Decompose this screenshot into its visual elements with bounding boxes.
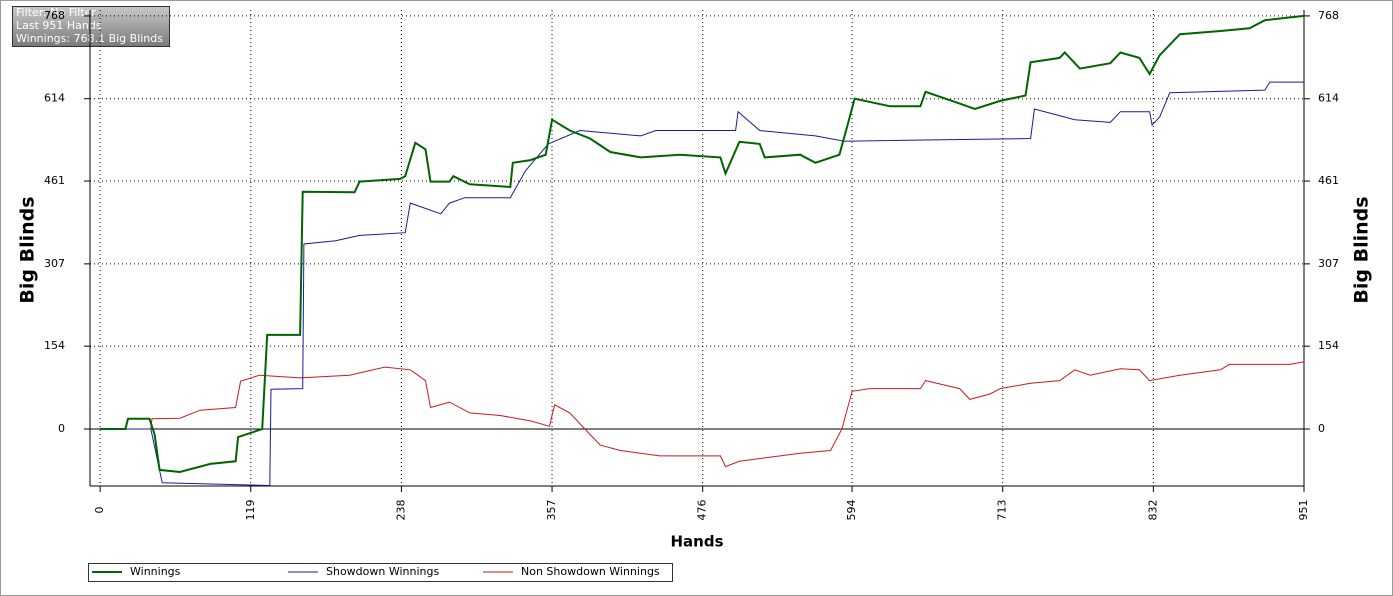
y2-tick-label: 461 [1318,174,1339,187]
y2-tick-label: 307 [1318,257,1339,270]
series-line [100,14,1305,474]
info-text: Filter: No Filter [16,6,96,19]
x-tick-label: 238 [394,500,407,521]
y-tick-label: 768 [44,9,65,22]
series-line [100,81,1304,487]
series-line [100,361,1305,468]
y-tick-label: 0 [58,422,65,435]
y-tick-label: 461 [44,174,65,187]
legend-label: Showdown Winnings [326,565,440,578]
y2-tick-label: 614 [1318,92,1339,105]
y2-tick-label: 768 [1318,9,1339,22]
x-tick-label: 119 [244,500,257,521]
x-tick-label: 357 [545,500,558,521]
y-axis-label: Big Blinds [17,196,39,303]
y-tick-label: 307 [44,257,65,270]
y2-tick-label: 154 [1318,339,1339,352]
info-box [12,6,170,47]
legend-label: Winnings [130,565,181,578]
x-tick-label: 476 [696,500,709,521]
y-tick-label: 154 [44,339,65,352]
x-tick-label: 951 [1297,500,1310,521]
x-tick-label: 832 [1146,500,1159,521]
legend-label: Non Showdown Winnings [521,565,660,578]
y-tick-label: 614 [44,92,65,105]
y2-tick-label: 0 [1318,422,1325,435]
x-axis-label: Hands [670,533,723,551]
y2-axis-label: Big Blinds [1351,196,1373,303]
x-tick-label: 0 [93,507,106,514]
x-tick-label: 594 [845,500,858,521]
info-text: Last 951 Hands [16,19,102,32]
x-tick-label: 713 [996,500,1009,521]
legend [88,563,673,582]
